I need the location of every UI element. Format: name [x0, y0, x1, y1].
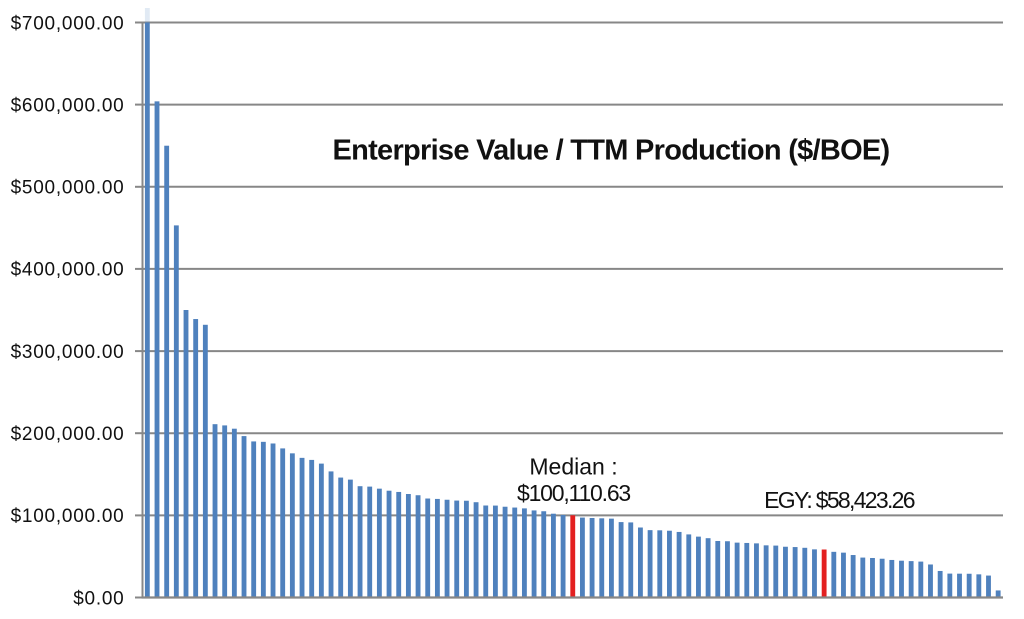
- svg-text:Median :: Median :: [529, 454, 617, 480]
- svg-text:$700,000.00: $700,000.00: [11, 13, 125, 34]
- svg-text:$400,000.00: $400,000.00: [11, 260, 125, 281]
- svg-text:$600,000.00: $600,000.00: [11, 95, 125, 116]
- svg-text:$100,000.00: $100,000.00: [11, 506, 125, 527]
- svg-text:$0.00: $0.00: [73, 588, 124, 609]
- svg-text:$300,000.00: $300,000.00: [11, 342, 125, 363]
- svg-text:$200,000.00: $200,000.00: [11, 424, 125, 445]
- svg-text:$100,110.63: $100,110.63: [517, 480, 630, 506]
- svg-text:Enterprise Value / TTM Product: Enterprise Value / TTM Production ($/BOE…: [332, 135, 889, 167]
- svg-text:$500,000.00: $500,000.00: [11, 178, 125, 199]
- svg-text:EGY: $58,423.26: EGY: $58,423.26: [764, 487, 915, 513]
